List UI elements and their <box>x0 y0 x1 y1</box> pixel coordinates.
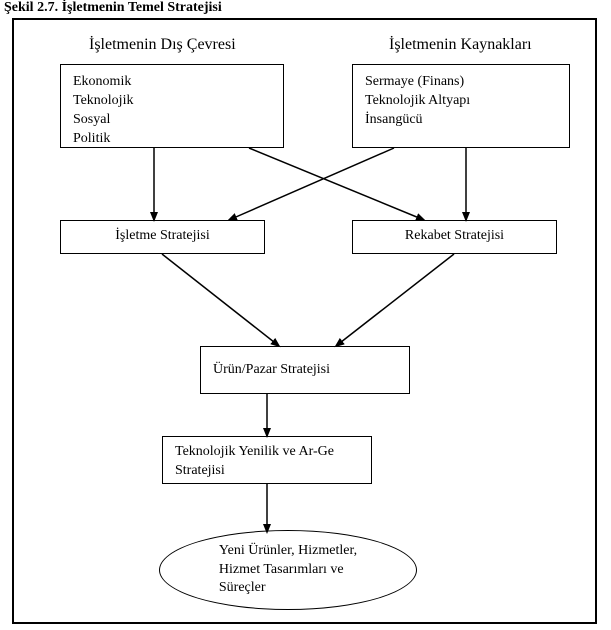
comp-label: Rekabet Stratejisi <box>405 228 504 243</box>
res-line2: Teknolojik Altyapı <box>365 92 557 111</box>
env-line1: Ekonomik <box>73 73 271 92</box>
tech-label: Teknolojik Yenilik ve Ar-Ge Stratejisi <box>175 444 334 478</box>
env-line4: Politik <box>73 130 271 149</box>
biz-label: İşletme Stratejisi <box>115 228 209 243</box>
box-external-env: Ekonomik Teknolojik Sosyal Politik <box>60 64 284 148</box>
env-line2: Teknolojik <box>73 92 271 111</box>
ellipse-line1: Yeni Ürünler, Hizmetler, <box>219 542 357 561</box>
ellipse-line3: Süreçler <box>219 579 357 598</box>
figure-caption: Şekil 2.7. İşletmenin Temel Stratejisi <box>4 0 222 16</box>
ellipse-line2: Hizmet Tasarımları ve <box>219 561 357 580</box>
res-line3: İnsangücü <box>365 111 557 130</box>
diagram-frame: İşletmenin Dış Çevresi İşletmenin Kaynak… <box>12 18 597 624</box>
env-line3: Sosyal <box>73 111 271 130</box>
pm-label: Ürün/Pazar Stratejisi <box>213 362 330 377</box>
box-tech-innovation: Teknolojik Yenilik ve Ar-Ge Stratejisi <box>162 436 372 484</box>
box-resources: Sermaye (Finans) Teknolojik Altyapı İnsa… <box>352 64 570 148</box>
box-product-market: Ürün/Pazar Stratejisi <box>200 346 410 394</box>
box-competition-strategy: Rekabet Stratejisi <box>352 220 557 254</box>
heading-right: İşletmenin Kaynakları <box>389 36 532 54</box>
box-business-strategy: İşletme Stratejisi <box>60 220 265 254</box>
res-line1: Sermaye (Finans) <box>365 73 557 92</box>
ellipse-outputs: Yeni Ürünler, Hizmetler, Hizmet Tasarıml… <box>159 530 417 610</box>
heading-left: İşletmenin Dış Çevresi <box>89 36 236 54</box>
